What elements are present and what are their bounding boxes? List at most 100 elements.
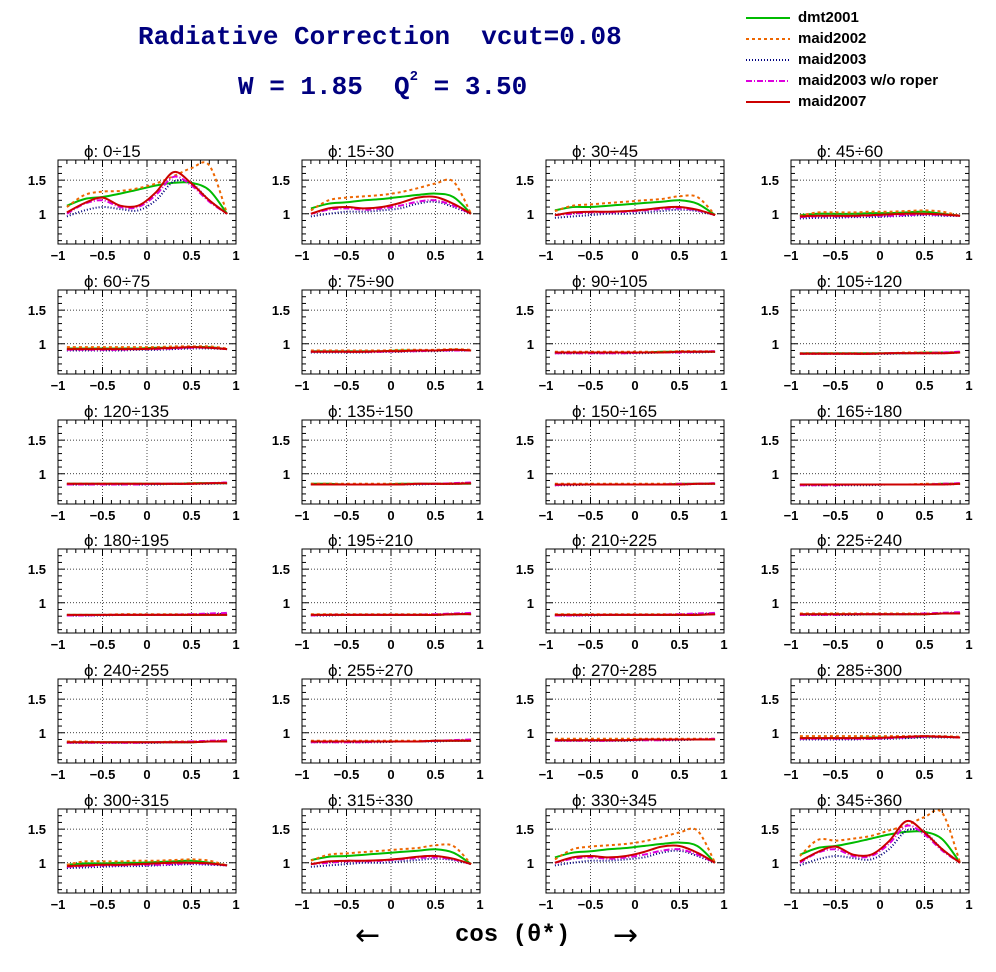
y-tick-label: 1.5	[28, 692, 46, 707]
x-tick-label: 0.5	[915, 248, 933, 263]
x-tick-label: 1	[720, 637, 727, 652]
x-tick-label: 0	[631, 248, 638, 263]
x-tick-label: −1	[539, 508, 554, 523]
series-line	[310, 348, 472, 353]
panel-title: ϕ: 195÷210	[328, 531, 413, 550]
panel-title: ϕ: 285÷300	[817, 661, 902, 680]
y-tick-label: 1.5	[761, 562, 779, 577]
y-tick-label: 1	[283, 207, 290, 222]
x-tick-label: −1	[295, 508, 310, 523]
x-tick-label: −0.5	[90, 897, 116, 912]
x-tick-label: 0.5	[670, 767, 688, 782]
x-tick-label: −0.5	[578, 637, 604, 652]
y-tick-label: 1.5	[272, 822, 290, 837]
x-tick-label: 1	[476, 637, 483, 652]
x-tick-label: 0.5	[426, 767, 444, 782]
series-line	[799, 212, 961, 218]
x-tick-label: 0.5	[426, 637, 444, 652]
series-line	[310, 739, 472, 743]
legend-swatch	[746, 17, 790, 19]
x-tick-label: 1	[476, 248, 483, 263]
x-tick-label: −0.5	[334, 897, 360, 912]
x-tick-label: 1	[965, 248, 972, 263]
series-line	[799, 828, 961, 867]
x-tick-label: 0.5	[426, 378, 444, 393]
y-tick-label: 1	[39, 337, 46, 352]
series-line	[554, 844, 716, 864]
x-tick-label: 0	[631, 378, 638, 393]
x-tick-label: 1	[232, 897, 239, 912]
series-line	[66, 170, 228, 215]
x-tick-label: 0.5	[670, 637, 688, 652]
x-tick-label: −0.5	[90, 767, 116, 782]
x-tick-label: 0.5	[670, 378, 688, 393]
x-tick-label: 0	[631, 637, 638, 652]
x-tick-label: 0.5	[915, 637, 933, 652]
series-line	[66, 858, 228, 867]
y-tick-label: 1	[527, 596, 534, 611]
x-tick-label: −0.5	[823, 248, 849, 263]
y-tick-label: 1.5	[28, 822, 46, 837]
y-tick-label: 1.5	[761, 433, 779, 448]
panel: ϕ: 150÷165 −1 −0.5 0 0.5 1 1 1.5	[516, 402, 728, 523]
panel-title: ϕ: 240÷255	[84, 661, 169, 680]
panel-title: ϕ: 30÷45	[572, 142, 638, 161]
series-line	[799, 735, 961, 740]
x-tick-label: 0	[876, 897, 883, 912]
series-line	[799, 351, 961, 355]
series-line	[66, 181, 228, 215]
panel-title: ϕ: 270÷285	[572, 661, 657, 680]
y-tick-label: 1	[772, 856, 779, 871]
series-line	[554, 199, 716, 216]
series-line	[66, 161, 229, 215]
panel-title: ϕ: 300÷315	[84, 791, 169, 810]
x-tick-label: 0.5	[670, 897, 688, 912]
legend-item: maid2002	[742, 29, 992, 50]
y-tick-label: 1	[527, 337, 534, 352]
x-tick-label: 0	[876, 378, 883, 393]
x-tick-label: −0.5	[578, 248, 604, 263]
legend: dmt2001 maid2002 maid2003 maid2003 w/o rope…	[742, 8, 992, 113]
y-tick-label: 1	[283, 856, 290, 871]
y-tick-label: 1	[283, 337, 290, 352]
x-tick-label: 1	[720, 767, 727, 782]
y-tick-label: 1.5	[28, 562, 46, 577]
panel-title: ϕ: 90÷105	[572, 272, 648, 291]
x-tick-label: −1	[539, 897, 554, 912]
x-axis-label: cos (θ*)	[455, 922, 571, 949]
series-line	[554, 827, 716, 864]
y-tick-label: 1.5	[28, 303, 46, 318]
series-line	[554, 738, 716, 742]
x-tick-label: −0.5	[578, 378, 604, 393]
panel: ϕ: 270÷285 −1 −0.5 0 0.5 1 1 1.5	[516, 661, 728, 782]
x-tick-label: 1	[476, 508, 483, 523]
series-line	[554, 205, 716, 217]
series-line	[799, 612, 961, 616]
x-tick-label: −1	[539, 767, 554, 782]
panel: ϕ: 15÷30 −1 −0.5 0 0.5 1 1 1.5	[272, 142, 484, 263]
arrow-right-icon: →	[613, 918, 639, 953]
series-line	[66, 482, 228, 485]
x-tick-label: −0.5	[334, 248, 360, 263]
x-tick-label: 0	[387, 508, 394, 523]
x-tick-label: 1	[476, 378, 483, 393]
panel: ϕ: 90÷105 −1 −0.5 0 0.5 1 1 1.5	[516, 272, 728, 393]
y-tick-label: 1.5	[516, 562, 534, 577]
x-tick-label: 1	[965, 897, 972, 912]
x-tick-label: 1	[232, 378, 239, 393]
panel-title: ϕ: 180÷195	[84, 531, 169, 550]
panel: ϕ: 60÷75 −1 −0.5 0 0.5 1 1 1.5	[28, 272, 240, 393]
x-tick-label: 0.5	[426, 897, 444, 912]
x-tick-label: −1	[784, 248, 799, 263]
x-tick-label: 0	[631, 508, 638, 523]
x-tick-label: 1	[965, 378, 972, 393]
x-tick-label: 0	[876, 767, 883, 782]
y-tick-label: 1	[39, 596, 46, 611]
x-tick-label: 0.5	[182, 248, 200, 263]
x-tick-label: 0	[143, 508, 150, 523]
x-tick-label: −1	[51, 378, 66, 393]
y-tick-label: 1.5	[272, 303, 290, 318]
x-tick-label: 1	[232, 248, 239, 263]
legend-item: maid2003	[742, 50, 992, 71]
